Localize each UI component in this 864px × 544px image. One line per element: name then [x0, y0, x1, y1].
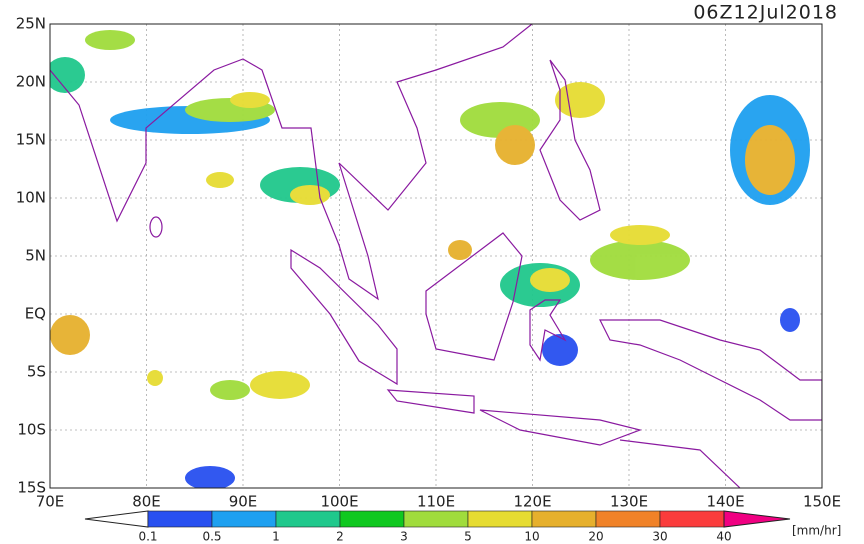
- lat-label: 20N: [16, 73, 46, 91]
- lat-label: 5S: [27, 363, 46, 381]
- colorbar-segment: [467, 510, 533, 528]
- lat-label: 10N: [16, 189, 46, 207]
- lon-label: 100E: [320, 493, 358, 511]
- colorbar-label: 0.1: [138, 530, 157, 544]
- lon-label: 150E: [803, 493, 841, 511]
- colorbar-label: 40: [716, 530, 731, 544]
- coastlines: [50, 24, 822, 488]
- colorbar-segment: [339, 510, 405, 528]
- lat-label: 15N: [16, 131, 46, 149]
- lat-label: EQ: [25, 305, 46, 323]
- colorbar-segment: [211, 510, 277, 528]
- colorbar-label: 1: [272, 530, 280, 544]
- map-area: [50, 24, 822, 488]
- lat-label: 5N: [25, 247, 46, 265]
- colorbar-segment: [403, 510, 469, 528]
- lat-label: 10S: [17, 421, 46, 439]
- colorbar-segment: [595, 510, 661, 528]
- colorbar: 0.1 0.5 1 2 3 5 10 20 30 40 [mm/hr]: [84, 510, 841, 544]
- colorbar-segment: [275, 510, 341, 528]
- colorbar-low-triangle: [84, 510, 149, 528]
- lat-label: 25N: [16, 15, 46, 33]
- lon-label: 130E: [610, 493, 648, 511]
- lon-label: 110E: [417, 493, 455, 511]
- lon-label: 70E: [36, 493, 65, 511]
- lon-label: 140E: [706, 493, 744, 511]
- precipitation: [50, 30, 810, 488]
- map-frame: [49, 23, 823, 489]
- lon-label: 80E: [132, 493, 161, 511]
- colorbar-label: 5: [464, 530, 472, 544]
- grid: [50, 24, 822, 488]
- colorbar-segment: [147, 510, 213, 528]
- lon-label: 120E: [513, 493, 551, 511]
- lat-label: 15S: [17, 479, 46, 497]
- colorbar-label: 0.5: [202, 530, 221, 544]
- colorbar-unit: [mm/hr]: [792, 524, 841, 538]
- lon-label: 90E: [229, 493, 258, 511]
- colorbar-segment: [659, 510, 725, 528]
- colorbar-label: 3: [400, 530, 408, 544]
- colorbar-label: 10: [524, 530, 539, 544]
- colorbar-label: 2: [336, 530, 344, 544]
- colorbar-high-triangle: [723, 510, 791, 528]
- map-title: 06Z12Jul2018: [693, 2, 838, 24]
- colorbar-label: 20: [588, 530, 603, 544]
- colorbar-segment: [531, 510, 597, 528]
- colorbar-label: 30: [652, 530, 667, 544]
